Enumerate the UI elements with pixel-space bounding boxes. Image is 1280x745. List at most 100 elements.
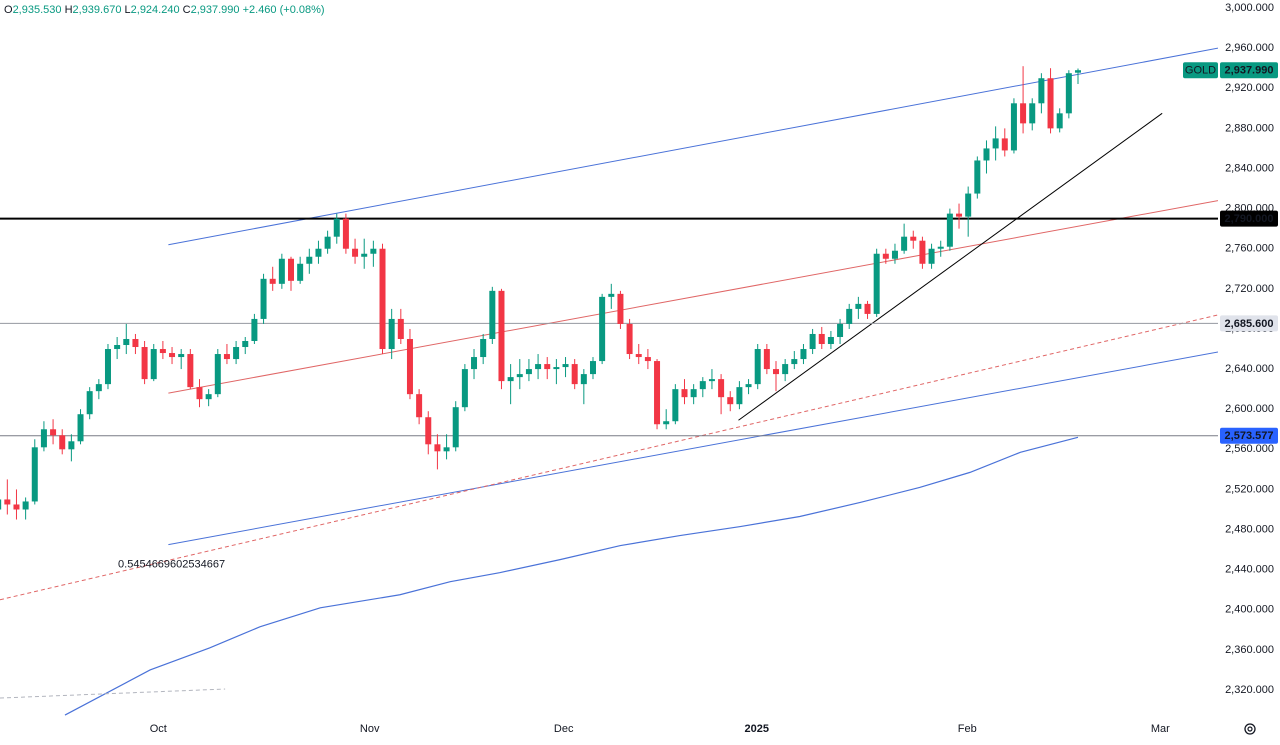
candle-body xyxy=(507,377,514,382)
candle-body xyxy=(1074,70,1081,73)
candle-body xyxy=(1020,103,1027,124)
candle-body xyxy=(736,387,743,405)
y-tick-label: 2,720.000 xyxy=(1225,283,1274,295)
candle-body xyxy=(1001,138,1008,151)
header-item: 2,924.240 xyxy=(131,4,180,16)
candle-body xyxy=(672,389,679,422)
candle-body xyxy=(114,345,121,350)
candle-body xyxy=(59,435,66,450)
candle-body xyxy=(77,414,84,442)
candle-body xyxy=(827,336,834,345)
candle-body xyxy=(1029,103,1036,124)
x-tick-label: Oct xyxy=(150,723,167,735)
candle-body xyxy=(928,248,935,264)
candle-body xyxy=(1038,78,1045,104)
candle-body xyxy=(342,218,349,249)
price-tag-label: 2,685.600 xyxy=(1225,318,1274,330)
ohlc-header: O2,935.530 H2,939.670 L2,924.240 C2,937.… xyxy=(4,4,325,16)
last-price-tag xyxy=(1220,62,1278,79)
candle-body xyxy=(223,354,230,360)
candle-body xyxy=(278,258,285,284)
candle-body xyxy=(589,361,596,375)
price-tag xyxy=(1220,315,1278,332)
candle-body xyxy=(498,290,505,382)
candle-body xyxy=(791,359,798,365)
candle-body xyxy=(654,361,661,425)
settings-icon[interactable] xyxy=(1244,723,1256,735)
candle-body xyxy=(86,391,93,415)
candle-body xyxy=(773,369,780,375)
candle-body xyxy=(260,278,267,319)
header-item: C xyxy=(183,4,191,16)
trend-line xyxy=(0,314,1218,601)
candle-body xyxy=(818,333,825,345)
candle-body xyxy=(0,499,2,510)
candle-body xyxy=(297,263,304,281)
candle-body xyxy=(800,349,807,360)
candle-body xyxy=(699,381,706,390)
candle-body xyxy=(763,349,770,370)
candle-body xyxy=(242,340,249,348)
candle-body xyxy=(150,349,157,380)
y-tick-label: 2,520.000 xyxy=(1225,483,1274,495)
candle-body xyxy=(1056,113,1063,129)
candle-body xyxy=(992,138,999,149)
x-tick-label: Feb xyxy=(958,723,977,735)
header-item: 2,937.990 xyxy=(191,4,240,16)
candle-body xyxy=(855,303,862,309)
y-tick-label: 2,880.000 xyxy=(1225,122,1274,134)
candle-body xyxy=(425,417,432,445)
candle-body xyxy=(663,421,670,425)
y-tick-label: 2,600.000 xyxy=(1225,403,1274,415)
candle-body xyxy=(727,397,734,405)
candle-body xyxy=(690,389,697,398)
candle-body xyxy=(251,318,258,341)
y-tick-label: 2,360.000 xyxy=(1225,644,1274,656)
candle-body xyxy=(562,364,569,368)
trend-line xyxy=(0,688,226,699)
y-tick-label: 2,480.000 xyxy=(1225,523,1274,535)
trend-line xyxy=(168,200,1218,394)
y-tick-label: 2,320.000 xyxy=(1225,684,1274,696)
candle-body xyxy=(388,318,395,350)
candle-body xyxy=(745,384,752,388)
candle-body xyxy=(22,501,29,510)
candle-body xyxy=(4,499,11,505)
candle-body xyxy=(196,387,203,400)
x-tick-label: Mar xyxy=(1151,723,1170,735)
candle-body xyxy=(443,447,450,452)
candle-body xyxy=(681,389,688,398)
candle-body xyxy=(141,347,148,380)
candle-body xyxy=(846,308,853,324)
candle-body xyxy=(525,369,532,375)
header-item: 2,935.530 xyxy=(13,4,62,16)
candle-body xyxy=(416,394,423,418)
candle-body xyxy=(544,364,551,370)
candle-body xyxy=(553,367,560,370)
y-tick-label: 2,400.000 xyxy=(1225,604,1274,616)
price-tag-label: 2,790.000 xyxy=(1225,213,1274,225)
y-tick-label: 2,440.000 xyxy=(1225,564,1274,576)
candle-body xyxy=(516,374,523,378)
candle-body xyxy=(974,160,981,194)
candle-body xyxy=(782,364,789,375)
candle-body xyxy=(306,256,313,264)
candle-body xyxy=(406,338,413,395)
candle-body xyxy=(132,338,139,348)
annotation: 0.5454669602534667 xyxy=(118,559,225,571)
candle-body xyxy=(983,148,990,161)
candle-body xyxy=(379,248,386,350)
header-item: O xyxy=(4,4,13,16)
candle-body xyxy=(754,349,761,385)
candle-body xyxy=(370,248,377,254)
x-tick-label: Dec xyxy=(554,723,574,735)
x-tick-label: 2025 xyxy=(745,723,769,735)
candle-body xyxy=(471,357,478,370)
y-tick-label: 2,960.000 xyxy=(1225,42,1274,54)
candle-body xyxy=(178,354,185,358)
candle-body xyxy=(361,253,368,257)
axes: 2,320.000 2,360.000 2,400.000 2,440.000 2,48… xyxy=(150,2,1278,735)
trend-line xyxy=(168,351,1218,546)
candle-body xyxy=(489,290,496,339)
